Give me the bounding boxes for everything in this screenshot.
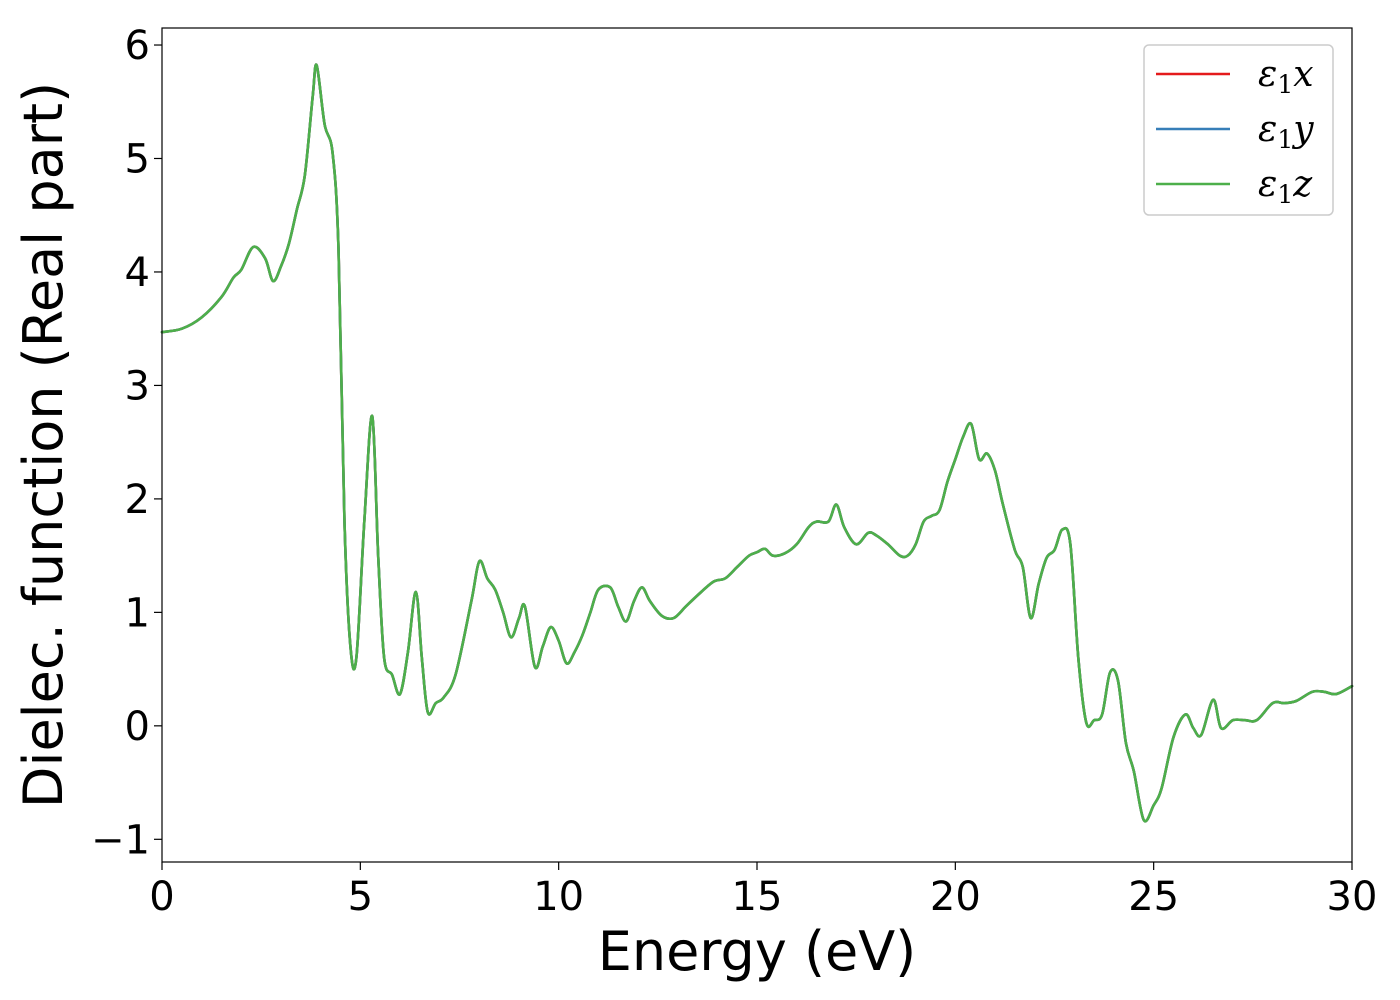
- legend-label-y: ε1y: [1258, 109, 1314, 154]
- legend-label-x: ε1x: [1258, 54, 1314, 99]
- x-tick-label: 15: [732, 874, 783, 920]
- x-tick-label: 25: [1128, 874, 1179, 920]
- y-tick-label: 0: [125, 704, 150, 750]
- y-tick-label: 5: [125, 136, 150, 182]
- x-tick-label: 10: [533, 874, 584, 920]
- x-axis-label: Energy (eV): [598, 920, 917, 983]
- x-tick-label: 30: [1327, 874, 1378, 920]
- x-tick-label: 0: [149, 874, 174, 920]
- series-line-z: [160, 63, 1354, 823]
- y-axis-label: Dielec. function (Real part): [12, 82, 75, 808]
- legend-label-z: ε1z: [1258, 164, 1313, 209]
- y-tick-label: −1: [91, 817, 150, 863]
- ticks-layer: 0 5 10 15 20 25 30 −1 0 1 2 3 4 5 6: [91, 23, 1377, 920]
- x-tick-label: 20: [930, 874, 981, 920]
- series-layer: [160, 63, 1354, 823]
- x-tick-label: 5: [348, 874, 373, 920]
- y-tick-label: 1: [125, 590, 150, 636]
- y-tick-label: 4: [125, 250, 150, 296]
- legend-box: [1143, 44, 1334, 216]
- y-tick-label: 6: [125, 23, 150, 69]
- legend: ε1x ε1y ε1z: [1143, 44, 1334, 216]
- y-tick-label: 3: [125, 363, 150, 409]
- y-tick-label: 2: [125, 477, 150, 523]
